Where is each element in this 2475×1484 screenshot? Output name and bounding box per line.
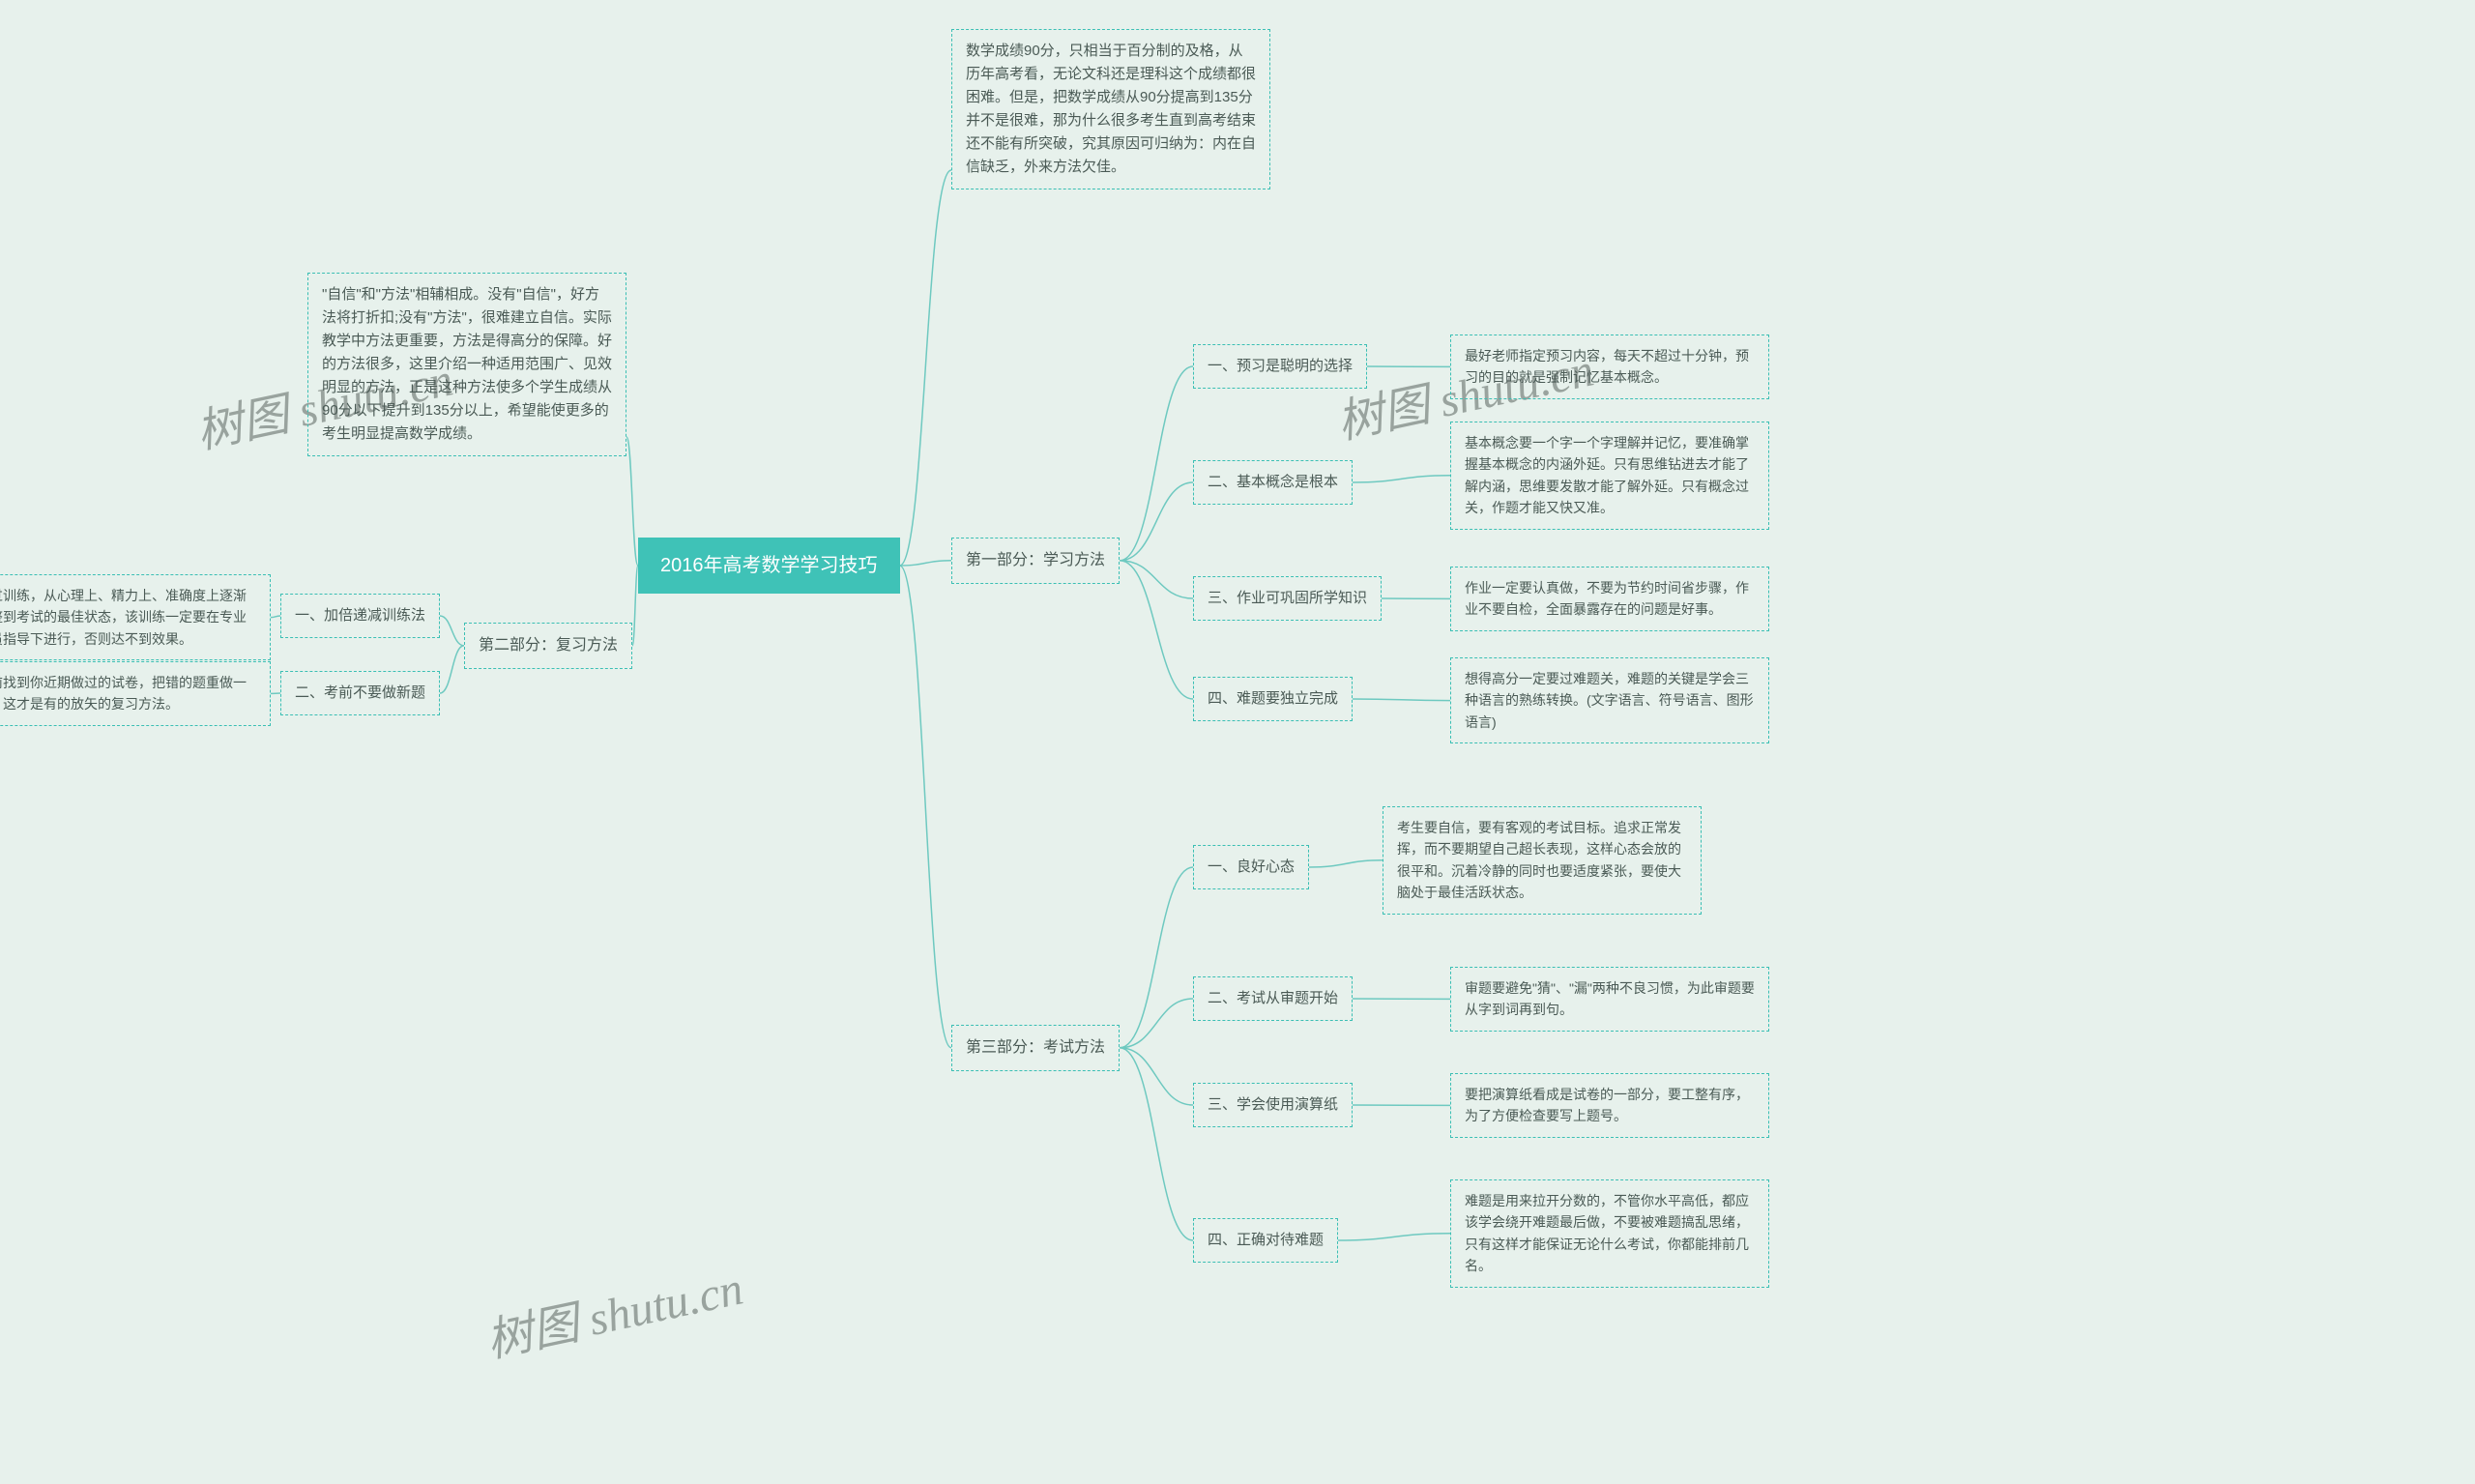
part3-sub-2[interactable]: 二、考试从审题开始 (1193, 976, 1353, 1021)
root-node[interactable]: 2016年高考数学学习技巧 (638, 538, 900, 594)
part2-leaf-2: 考前找到你近期做过的试卷，把错的题重做一遍，这才是有的放矢的复习方法。 (0, 661, 271, 726)
part2-sub-1[interactable]: 一、加倍递减训练法 (280, 594, 440, 638)
part1-sub-2[interactable]: 二、基本概念是根本 (1193, 460, 1353, 505)
part3-branch[interactable]: 第三部分：考试方法 (951, 1025, 1120, 1071)
intro-right-block: 数学成绩90分，只相当于百分制的及格，从历年高考看，无论文科还是理科这个成绩都很… (951, 29, 1270, 189)
part3-sub-3[interactable]: 三、学会使用演算纸 (1193, 1083, 1353, 1127)
part1-leaf-3: 作业一定要认真做，不要为节约时间省步骤，作业不要自检，全面暴露存在的问题是好事。 (1450, 567, 1769, 631)
part1-leaf-4: 想得高分一定要过难题关，难题的关键是学会三种语言的熟练转换。(文字语言、符号语言… (1450, 657, 1769, 743)
part2-leaf-1: 通过训练，从心理上、精力上、准确度上逐渐调整到考试的最佳状态，该训练一定要在专业… (0, 574, 271, 660)
part1-sub-3[interactable]: 三、作业可巩固所学知识 (1193, 576, 1382, 621)
part2-branch[interactable]: 第二部分：复习方法 (464, 623, 632, 669)
watermark-3: 树图 shutu.cn (480, 1250, 748, 1370)
part1-leaf-2: 基本概念要一个字一个字理解并记忆，要准确掌握基本概念的内涵外延。只有思维钻进去才… (1450, 422, 1769, 530)
part1-leaf-1: 最好老师指定预习内容，每天不超过十分钟，预习的目的就是强制记忆基本概念。 (1450, 335, 1769, 399)
part3-leaf-4: 难题是用来拉开分数的，不管你水平高低，都应该学会绕开难题最后做，不要被难题搞乱思… (1450, 1179, 1769, 1288)
part1-branch[interactable]: 第一部分：学习方法 (951, 538, 1120, 584)
part2-sub-2[interactable]: 二、考前不要做新题 (280, 671, 440, 715)
part3-sub-1[interactable]: 一、良好心态 (1193, 845, 1309, 889)
part3-leaf-3: 要把演算纸看成是试卷的一部分，要工整有序，为了方便检查要写上题号。 (1450, 1073, 1769, 1138)
intro-left-block: "自信"和"方法"相辅相成。没有"自信"，好方法将打折扣;没有"方法"，很难建立… (307, 273, 626, 456)
part3-leaf-1: 考生要自信，要有客观的考试目标。追求正常发挥，而不要期望自己超长表现，这样心态会… (1383, 806, 1702, 915)
part1-sub-4[interactable]: 四、难题要独立完成 (1193, 677, 1353, 721)
part3-leaf-2: 审题要避免"猜"、"漏"两种不良习惯，为此审题要从字到词再到句。 (1450, 967, 1769, 1032)
part1-sub-1[interactable]: 一、预习是聪明的选择 (1193, 344, 1367, 389)
part3-sub-4[interactable]: 四、正确对待难题 (1193, 1218, 1338, 1263)
